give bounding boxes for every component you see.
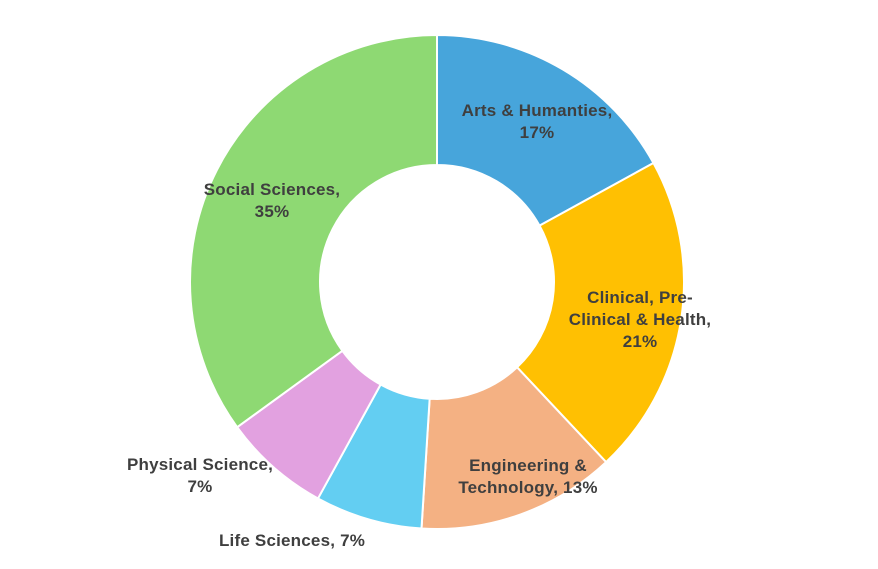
slice-label-engineering-technology: Engineering & Technology, 13%: [458, 455, 597, 499]
donut-slice-arts-humanties: [436, 34, 655, 227]
slice-label-clinical-health: Clinical, Pre- Clinical & Health, 21%: [569, 287, 711, 353]
label-line: 35%: [254, 202, 290, 221]
label-line: Clinical, Pre-: [587, 288, 693, 307]
slice-label-social-sciences: Social Sciences, 35%: [204, 179, 340, 223]
donut-slice-clinical-pre-clinical-health: [516, 162, 685, 464]
label-line: 7%: [187, 477, 213, 496]
label-line: 17%: [519, 123, 555, 142]
label-line: Technology, 13%: [458, 478, 598, 497]
label-line: Physical Science,: [126, 455, 274, 474]
label-line: 21%: [622, 332, 658, 351]
label-line: Arts & Humanties,: [461, 101, 613, 120]
slice-label-physical-science: Physical Science, 7%: [127, 454, 273, 498]
label-line: Social Sciences,: [203, 180, 341, 199]
slice-label-arts-humanities: Arts & Humanties, 17%: [462, 100, 613, 144]
label-line: Clinical & Health,: [568, 310, 712, 329]
label-line: Engineering &: [469, 456, 587, 475]
donut-slice-engineering-technology: [420, 366, 608, 530]
donut-slice-social-sciences: [188, 34, 438, 429]
label-line: Life Sciences, 7%: [218, 531, 366, 550]
slice-label-life-sciences: Life Sciences, 7%: [219, 530, 365, 552]
